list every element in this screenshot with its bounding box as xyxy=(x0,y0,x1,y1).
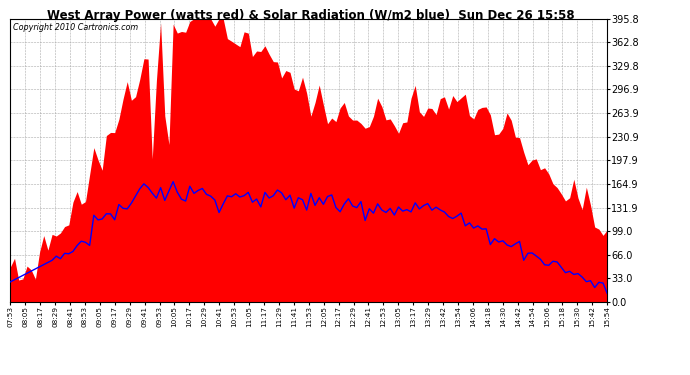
Text: West Array Power (watts red) & Solar Radiation (W/m2 blue)  Sun Dec 26 15:58: West Array Power (watts red) & Solar Rad… xyxy=(47,9,574,22)
Text: Copyright 2010 Cartronics.com: Copyright 2010 Cartronics.com xyxy=(13,23,139,32)
